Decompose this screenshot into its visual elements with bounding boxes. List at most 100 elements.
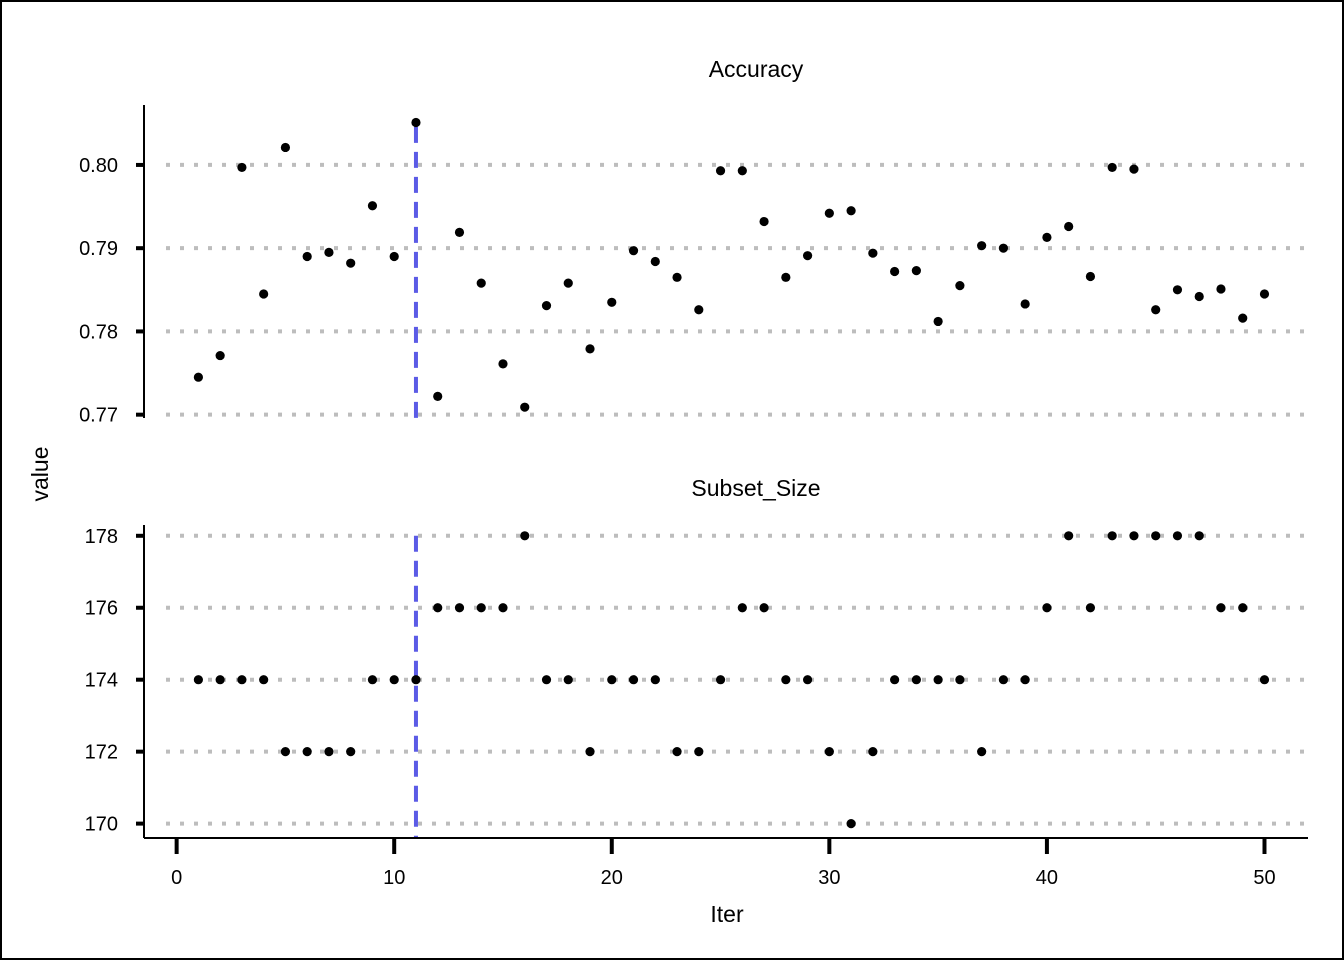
- data-point: [1085, 603, 1096, 613]
- data-point: [367, 201, 378, 211]
- data-point: [1216, 284, 1226, 294]
- data-point: [1129, 531, 1139, 541]
- data-point: [977, 241, 987, 251]
- data-point: [520, 402, 530, 412]
- data-point: [1151, 305, 1161, 315]
- data-point: [520, 531, 530, 541]
- data-point: [237, 675, 247, 685]
- data-point: [324, 247, 334, 257]
- data-point: [955, 281, 965, 291]
- data-point: [585, 344, 595, 354]
- data-point: [1194, 531, 1204, 541]
- data-point: [346, 747, 356, 757]
- x-tick-label: 10: [383, 867, 405, 889]
- data-point: [1020, 299, 1030, 309]
- y-tick-label: 174: [85, 670, 118, 692]
- data-point: [694, 747, 704, 757]
- data-point: [911, 266, 921, 276]
- y-tick-label: 0.80: [79, 155, 118, 177]
- data-point: [1020, 675, 1030, 685]
- data-point: [541, 301, 552, 311]
- data-point: [346, 258, 356, 268]
- data-point: [781, 272, 791, 282]
- data-point: [846, 819, 856, 829]
- data-point: [868, 248, 878, 258]
- data-point: [1129, 164, 1139, 174]
- x-tick-label: 30: [818, 867, 840, 889]
- data-point: [433, 603, 443, 613]
- data-point: [977, 747, 987, 757]
- data-point: [454, 603, 465, 613]
- panel-title: Subset_Size: [691, 475, 820, 501]
- data-point: [280, 142, 291, 153]
- y-tick-label: 0.78: [79, 321, 118, 343]
- data-point: [1259, 289, 1270, 299]
- data-point: [237, 162, 247, 173]
- data-point: [1085, 271, 1096, 282]
- data-point: [324, 747, 334, 757]
- data-point: [259, 289, 269, 299]
- data-point: [193, 675, 203, 685]
- y-tick-label: 0.79: [79, 238, 118, 260]
- data-point: [846, 206, 856, 216]
- data-point: [672, 747, 682, 757]
- data-point: [454, 227, 465, 237]
- data-point: [563, 278, 573, 288]
- data-point: [1042, 232, 1052, 242]
- data-point: [694, 305, 704, 315]
- data-point: [259, 675, 269, 685]
- data-point: [607, 297, 617, 307]
- x-tick-label: 40: [1036, 867, 1058, 889]
- data-point: [411, 117, 421, 128]
- data-point: [824, 747, 834, 757]
- data-point: [1238, 603, 1248, 613]
- panel-title: Accuracy: [709, 56, 804, 82]
- y-tick-label: 0.77: [79, 405, 118, 427]
- y-tick-label: 176: [85, 598, 118, 620]
- data-point: [824, 208, 834, 218]
- x-tick-label: 50: [1253, 867, 1275, 889]
- data-point: [563, 675, 573, 685]
- data-point: [476, 603, 486, 613]
- data-point: [498, 359, 508, 369]
- data-point: [389, 251, 399, 262]
- data-point: [802, 675, 813, 685]
- y-tick-label: 172: [85, 742, 118, 764]
- data-point: [650, 675, 660, 685]
- data-point: [215, 350, 225, 361]
- data-point: [933, 675, 943, 685]
- data-point: [628, 675, 639, 685]
- x-axis-label: Iter: [710, 901, 744, 927]
- data-point: [628, 246, 639, 256]
- data-point: [1172, 531, 1183, 541]
- data-point: [737, 603, 747, 613]
- data-point: [215, 675, 225, 685]
- data-point: [541, 675, 552, 685]
- data-point: [890, 675, 900, 685]
- data-point: [367, 675, 378, 685]
- data-point: [781, 675, 791, 685]
- data-point: [933, 316, 943, 327]
- data-point: [868, 747, 878, 757]
- data-point: [1064, 531, 1074, 541]
- data-point: [585, 747, 595, 757]
- data-point: [1107, 162, 1117, 173]
- data-point: [280, 747, 291, 757]
- data-point: [759, 216, 769, 227]
- x-tick-label: 20: [601, 867, 623, 889]
- data-point: [998, 243, 1009, 253]
- data-point: [607, 675, 617, 685]
- data-point: [802, 251, 813, 261]
- data-point: [1064, 221, 1074, 232]
- data-point: [650, 256, 660, 267]
- y-tick-label: 178: [85, 526, 118, 548]
- data-point: [1107, 531, 1117, 541]
- data-point: [193, 372, 203, 382]
- data-point: [389, 675, 399, 685]
- data-point: [498, 603, 508, 613]
- data-point: [911, 675, 921, 685]
- data-point: [1259, 675, 1270, 685]
- data-point: [759, 603, 769, 613]
